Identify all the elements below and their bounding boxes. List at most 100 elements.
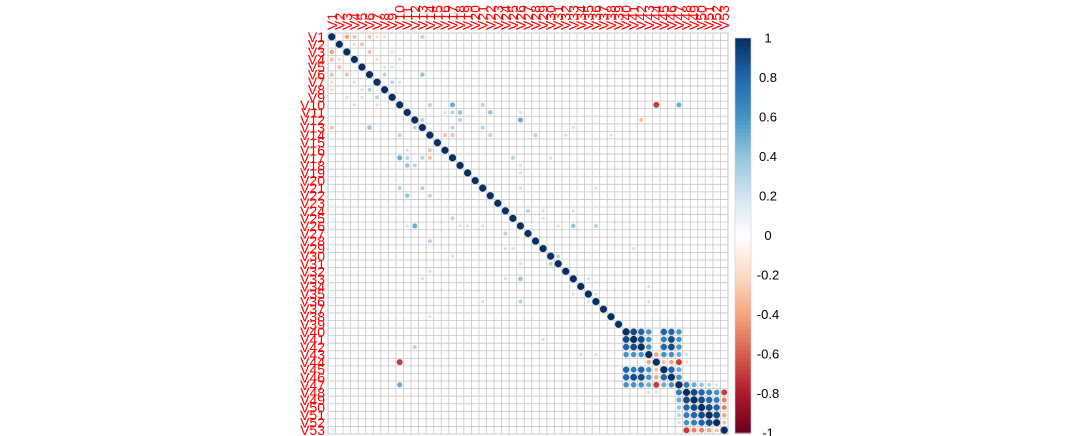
column-label: V20 (467, 5, 483, 30)
correlation-circle (698, 396, 705, 404)
column-label: V36 (588, 5, 604, 30)
correlation-circle (661, 382, 667, 388)
correlation-circle (383, 65, 387, 69)
colorbar-segment (735, 164, 751, 169)
row-label: V27 (300, 226, 325, 242)
correlation-circle (420, 118, 425, 122)
column-label: V33 (565, 5, 581, 30)
correlation-circle (503, 231, 508, 236)
correlation-circle (360, 95, 364, 99)
correlation-circle (335, 40, 343, 48)
correlation-circle (669, 359, 674, 365)
colorbar-segment (735, 231, 751, 237)
colorbar-segment (735, 334, 751, 339)
colorbar-segment (735, 109, 751, 114)
row-label: V23 (300, 195, 325, 211)
correlation-circle (518, 186, 523, 190)
correlation-circle (450, 216, 455, 221)
column-label: V5 (354, 13, 370, 30)
row-label: V1 (308, 29, 325, 45)
colorbar-segment (735, 393, 751, 399)
correlation-circle (690, 388, 698, 396)
correlation-circle (450, 254, 455, 258)
row-label: V11 (301, 104, 325, 120)
colorbar-segment (735, 156, 751, 162)
correlation-circle (518, 262, 523, 266)
correlation-circle (398, 80, 402, 84)
colorbar-segment (735, 271, 751, 276)
colorbar-segment (735, 85, 751, 90)
correlation-circle (676, 336, 682, 343)
column-label: V25 (505, 5, 521, 30)
row-label: V4 (308, 51, 325, 67)
correlation-circle (647, 390, 651, 394)
correlation-circle (571, 125, 575, 130)
correlation-circle (518, 110, 523, 115)
grid (327, 32, 729, 435)
column-label: V10 (392, 5, 408, 30)
colorbar-segment (735, 172, 751, 177)
correlation-circle (676, 344, 682, 350)
correlation-circle (654, 390, 658, 394)
correlation-circle (488, 133, 493, 138)
column-label: V18 (452, 5, 468, 30)
column-label: V1 (324, 13, 340, 30)
correlation-circle (668, 351, 675, 358)
row-label: V12 (300, 112, 325, 128)
correlation-circle (466, 224, 470, 228)
colorbar-segment (735, 184, 751, 189)
row-label: V41 (300, 331, 325, 347)
correlation-circle (411, 116, 419, 124)
correlation-circle (412, 345, 417, 349)
correlation-circle (705, 404, 713, 411)
colorbar-segment (735, 97, 751, 102)
correlation-circle (637, 336, 645, 343)
correlation-circle (510, 155, 515, 160)
correlation-circle (427, 155, 432, 160)
column-label: V9 (384, 13, 400, 30)
correlation-circle (481, 224, 485, 228)
column-label: V14 (422, 5, 438, 30)
row-label: V33 (300, 271, 325, 287)
colorbar-segment (735, 361, 751, 367)
correlation-circle (683, 381, 690, 388)
correlation-circle (638, 351, 644, 358)
column-label: V24 (497, 5, 513, 30)
colorbar-segment (735, 275, 751, 280)
colorbar-segment (735, 255, 751, 260)
colorbar-segment (735, 259, 751, 264)
correlation-circle (375, 103, 379, 107)
correlation-circle (571, 223, 576, 229)
column-label: V7 (369, 13, 385, 30)
correlation-circle (661, 351, 667, 358)
row-labels: V1V2V3V4V5V6V7V8V9V10V11V12V13V14V15V16V… (300, 29, 325, 436)
row-label: V14 (300, 127, 325, 143)
colorbar-segment (735, 227, 751, 233)
colorbar-segment (735, 113, 751, 118)
row-label: V28 (300, 233, 325, 249)
correlation-circle (586, 299, 590, 304)
colorbar-segment (735, 286, 751, 292)
colorbar-tick-label: 0.2 (759, 189, 777, 204)
correlation-circle (698, 419, 705, 426)
correlation-circle (367, 125, 372, 130)
colorbar-segment (735, 199, 751, 205)
colorbar-segment (735, 136, 751, 142)
row-label: V18 (300, 157, 325, 173)
correlation-circle (554, 260, 562, 268)
row-label: V50 (300, 400, 325, 416)
colorbar-segment (735, 69, 751, 75)
correlation-circle (404, 163, 410, 168)
colorbar-segment (735, 298, 751, 304)
colorbar-segment (735, 373, 751, 379)
colorbar-tick-label: -0.6 (757, 347, 779, 362)
correlation-circle (654, 374, 659, 380)
colorbar-segment (735, 176, 751, 181)
colorbar-segment (735, 425, 751, 430)
column-label: V17 (445, 5, 461, 30)
correlation-circle (458, 118, 463, 122)
correlation-circle (586, 277, 590, 281)
row-label: V46 (300, 369, 325, 385)
column-label: V6 (362, 13, 378, 30)
correlation-circle (607, 313, 615, 321)
